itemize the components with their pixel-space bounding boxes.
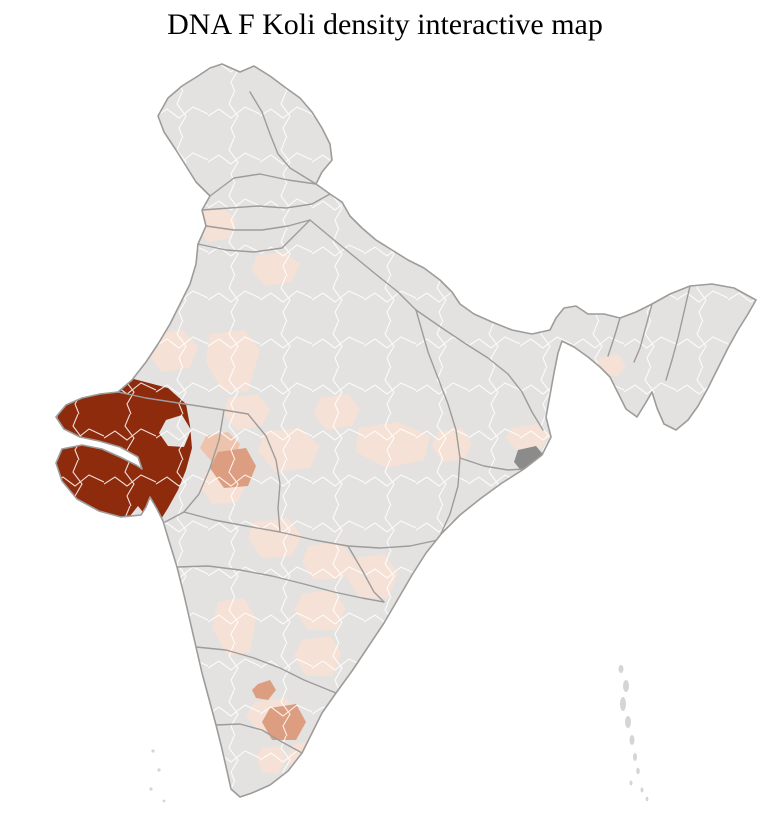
state-border-line xyxy=(249,91,317,185)
state-border-line xyxy=(201,193,331,211)
state-border-line xyxy=(209,173,317,197)
island-shape[interactable] xyxy=(629,780,633,786)
island-shape[interactable] xyxy=(629,735,635,745)
state-border-line xyxy=(195,646,337,694)
island-shape[interactable] xyxy=(640,787,644,793)
island-shape[interactable] xyxy=(162,799,166,803)
island-shape[interactable] xyxy=(151,749,155,753)
island-shape[interactable] xyxy=(623,680,629,692)
state-border-line xyxy=(415,309,461,541)
state-border-line xyxy=(607,317,621,357)
island-shape[interactable] xyxy=(157,768,161,772)
state-borders xyxy=(117,91,691,754)
island-shape[interactable] xyxy=(633,753,637,761)
state-border-line xyxy=(633,303,653,363)
state-border-line xyxy=(164,409,225,523)
island-shape[interactable] xyxy=(625,716,631,728)
island-shape[interactable] xyxy=(618,665,624,673)
state-border-line xyxy=(247,413,281,533)
state-border-line xyxy=(347,545,385,603)
state-border-line xyxy=(507,373,544,431)
island-shape[interactable] xyxy=(620,697,626,711)
state-border-line xyxy=(176,565,385,603)
state-border-line xyxy=(415,309,509,375)
island-shape[interactable] xyxy=(149,787,153,791)
state-border-line xyxy=(309,219,417,311)
state-border-line xyxy=(205,219,311,231)
state-border-line xyxy=(183,511,439,549)
island-shape[interactable] xyxy=(636,767,640,775)
island-shape[interactable] xyxy=(645,796,649,802)
district-borders-overlay xyxy=(56,64,756,797)
state-border-line xyxy=(117,391,249,415)
state-border-line xyxy=(665,285,691,381)
state-border-line xyxy=(215,723,303,754)
andaman-nicobar-islands[interactable] xyxy=(618,665,649,802)
state-border-line xyxy=(197,219,311,253)
state-border-line xyxy=(459,457,525,471)
lakshadweep-islands[interactable] xyxy=(149,749,166,803)
page-title: DNA F Koli density interactive map xyxy=(167,8,603,41)
